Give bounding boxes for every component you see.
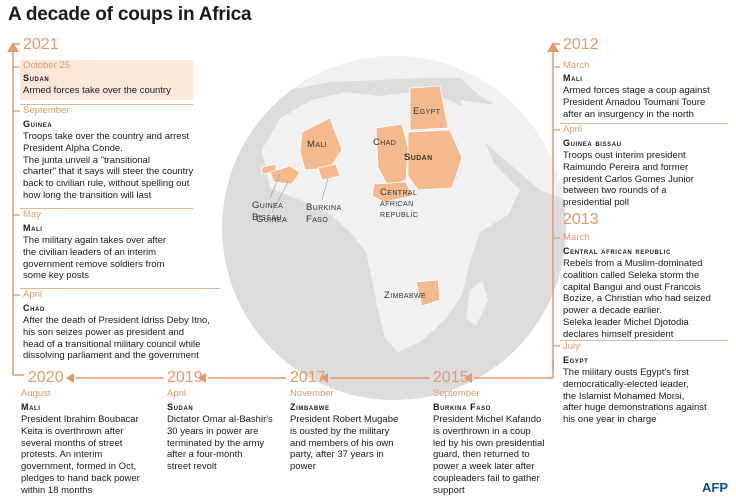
map-sudan — [407, 129, 463, 191]
country-label: Chad — [23, 303, 45, 313]
month-label: April — [23, 289, 43, 300]
month-label: May — [23, 209, 41, 220]
map-egypt — [409, 85, 449, 131]
event-desc: Armed forces take over the country — [23, 85, 171, 96]
month-label: April — [167, 388, 187, 399]
event-desc: President Robert Mugabe is ousted by the … — [290, 414, 399, 473]
map-label-guinea: Guinea — [256, 214, 288, 225]
event-desc: Armed forces stage a coup against Preside… — [563, 85, 710, 120]
country-label: Burkina Faso — [433, 402, 492, 412]
year-2020: 2020 — [28, 369, 64, 386]
year-2019: 2019 — [167, 369, 203, 386]
map-label-egypt: Egypt — [413, 106, 441, 117]
map-label-chad: Chad — [373, 137, 397, 148]
month-label: July — [563, 341, 580, 352]
month-label: March — [563, 60, 590, 71]
map-label-sudan: Sudan — [404, 152, 433, 163]
country-label: Sudan — [167, 402, 194, 412]
map-chad — [375, 123, 409, 187]
event-desc: Dictator Omar al-Bashir's 30 years in pow… — [167, 414, 273, 473]
country-label: Zimbabwe — [290, 402, 330, 412]
event-desc: After the death of President Idriss Deby… — [23, 315, 210, 362]
country-label: Guinea bissau — [563, 138, 622, 148]
event-desc: Troops oust interim president Raimundo Pe… — [563, 150, 694, 209]
event-desc: President Ibrahim Boubacar Keita is overt… — [21, 414, 140, 496]
map-label-mali: Mali — [307, 139, 328, 150]
map-car — [371, 181, 413, 203]
year-2015: 2015 — [433, 369, 469, 386]
map-label-zimbabwe: Zimbabwe — [384, 290, 427, 301]
month-label: September — [23, 105, 70, 116]
country-label: Central african republic — [563, 246, 671, 256]
event-desc: President Michel Kafando is overthrown in… — [433, 414, 545, 496]
year-2013: 2013 — [563, 211, 599, 228]
page-title: A decade of coups in Africa — [8, 4, 252, 25]
month-label: September — [433, 388, 480, 399]
month-label: November — [290, 388, 334, 399]
map-label-burkina: Burkina Faso — [306, 202, 342, 225]
country-label: Guinea — [23, 119, 53, 129]
event-desc: Troops take over the country and arrest P… — [23, 131, 194, 201]
month-label: April — [563, 124, 583, 135]
event-desc: The military again takes over after the c… — [23, 235, 167, 282]
year-2012: 2012 — [563, 36, 599, 53]
month-label: March — [563, 232, 590, 243]
country-label: Egypt — [563, 355, 589, 365]
event-desc: The military ousts Egypt's first democrat… — [563, 367, 707, 426]
year-2021: 2021 — [23, 36, 59, 53]
map-label-guinea-bissau: Guinea Bissau — [252, 200, 284, 223]
afp-logo: AFP — [702, 480, 728, 495]
map-zimbabwe — [415, 279, 441, 307]
month-label: October 25 — [23, 60, 70, 71]
event-desc: Rebels from a Muslim-dominated coalition … — [563, 258, 711, 340]
month-label: August — [21, 388, 51, 399]
year-2017: 2017 — [290, 369, 326, 386]
country-label: Sudan — [23, 73, 50, 83]
country-label: Mali — [21, 402, 41, 412]
highlight-sudan-2021 — [20, 60, 193, 100]
country-label: Mali — [563, 73, 583, 83]
map-label-car: Central african republic — [380, 187, 419, 220]
map-burkina — [317, 163, 341, 181]
country-label: Mali — [23, 223, 43, 233]
